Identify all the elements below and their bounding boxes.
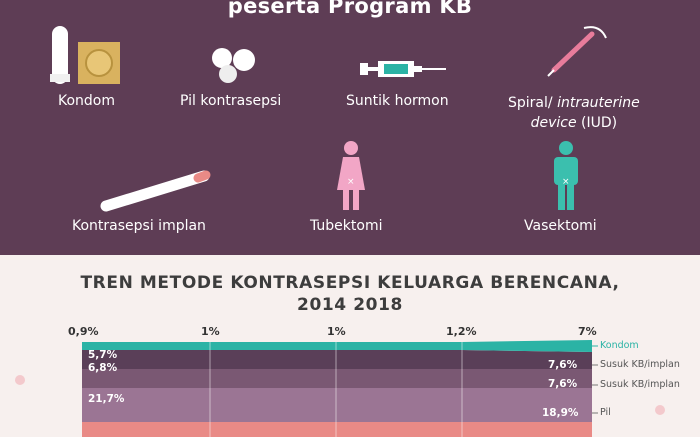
method-label-implan: Kontrasepsi implan	[72, 218, 206, 234]
series-label-implan: Susuk KB/implan	[600, 359, 680, 370]
tick-label: 1,2%	[446, 325, 477, 338]
tick-label: 1%	[201, 325, 220, 338]
series-label-implan: Susuk KB/implan	[600, 379, 680, 390]
value-label: 7,6%	[548, 378, 578, 390]
method-label-kondom: Kondom	[58, 93, 116, 109]
header-title: peserta Program KB	[227, 0, 473, 18]
value-label: 7,6%	[548, 359, 578, 371]
value-label: 6,8%	[88, 362, 118, 374]
iud-label-italic: intrauterine	[557, 95, 640, 111]
svg-text:×: ×	[347, 177, 355, 187]
value-label: 18,9%	[542, 407, 579, 419]
series-label-pil: Pil	[600, 407, 611, 418]
value-label: 21,7%	[88, 393, 125, 405]
female-figure-icon: ×	[337, 141, 365, 210]
tick-label: 1%	[327, 325, 346, 338]
implan-area-2	[82, 369, 592, 388]
pil-area	[82, 388, 592, 422]
series-label-kondom: Kondom	[600, 340, 639, 351]
iud-icon	[547, 26, 607, 77]
male-figure-icon: ×	[554, 141, 578, 210]
chart-title-line1: TREN METODE KONTRASEPSI KELUARGA BERENCA…	[80, 273, 620, 293]
value-label: 5,7%	[88, 349, 118, 361]
iud-label-part1: Spiral/	[508, 95, 558, 111]
method-label-pil: Pil kontrasepsi	[180, 93, 282, 109]
method-label-iud: Spiral/ intrauterine device (IUD)	[508, 93, 640, 133]
pill-icon	[212, 48, 255, 83]
decor-heart-2	[655, 405, 665, 415]
method-label-vasektomi: Vasektomi	[524, 218, 597, 234]
chart-title: TREN METODE KONTRASEPSI KELUARGA BERENCA…	[0, 272, 700, 316]
decor-heart-1	[15, 375, 25, 385]
chart-subtitle: 2014 2018	[297, 295, 403, 315]
pink-band	[82, 422, 592, 437]
iud-label-line2-italic: device	[530, 115, 577, 131]
implant-icon	[100, 170, 211, 212]
method-label-tubektomi: Tubektomi	[310, 218, 383, 234]
syringe-icon	[360, 61, 446, 77]
condom-icon	[50, 26, 120, 84]
iud-label-line2: (IUD)	[576, 115, 618, 131]
tick-label: 0,9%	[68, 325, 99, 338]
tick-label: 7%	[578, 325, 597, 338]
method-label-suntik: Suntik hormon	[346, 93, 449, 109]
implan-area-1	[82, 350, 592, 369]
svg-text:×: ×	[562, 177, 570, 187]
